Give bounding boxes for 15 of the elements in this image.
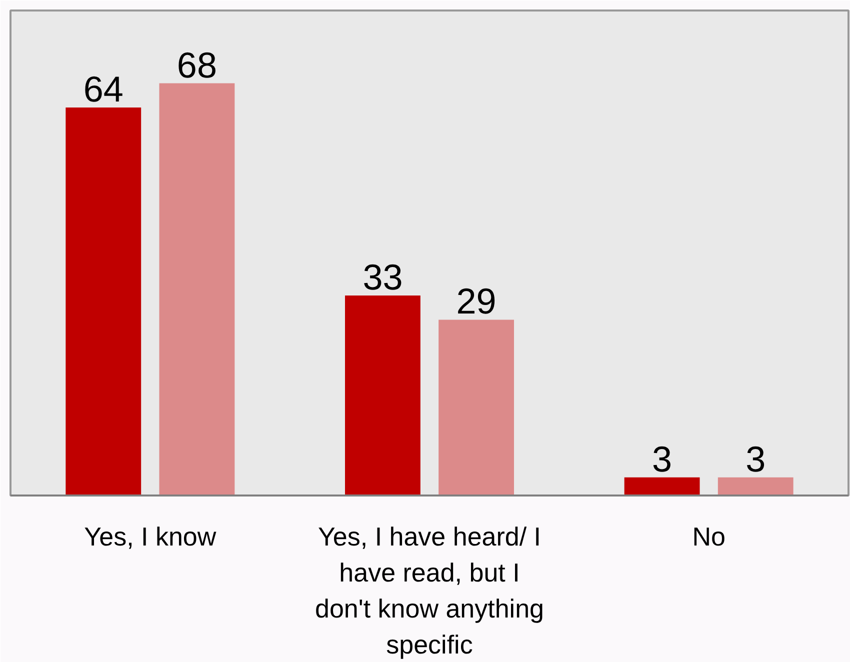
bar bbox=[159, 83, 235, 496]
data-label: 3 bbox=[652, 438, 672, 480]
data-label: 64 bbox=[83, 68, 124, 110]
data-label: 29 bbox=[456, 280, 496, 322]
data-label: 68 bbox=[176, 44, 217, 86]
x-tick-label: Yes, I know bbox=[84, 522, 216, 552]
bar bbox=[718, 477, 794, 496]
data-label: 3 bbox=[746, 438, 766, 480]
bar bbox=[345, 295, 420, 496]
bar bbox=[624, 477, 700, 496]
bar bbox=[438, 320, 514, 496]
data-label: 33 bbox=[362, 256, 403, 298]
x-tick-label: Yes, I have heard/ I have read, but I don't know anything specific bbox=[314, 522, 544, 660]
x-tick-label: No bbox=[692, 522, 726, 552]
bar bbox=[66, 108, 142, 496]
